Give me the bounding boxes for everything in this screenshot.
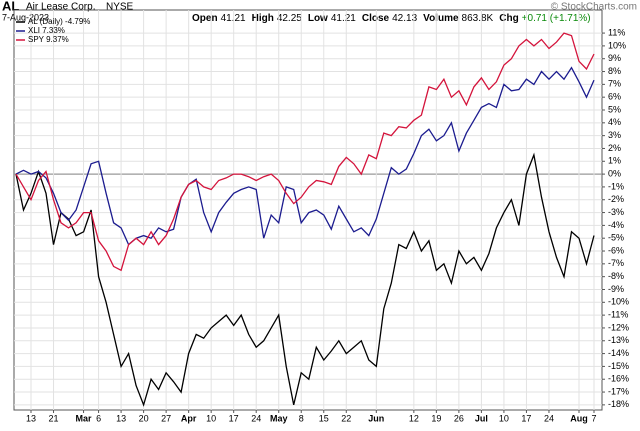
y-tick-label: -14% xyxy=(608,348,629,358)
series-line xyxy=(15,152,595,407)
x-tick-label: Apr xyxy=(181,413,197,423)
x-tick-label: 13 xyxy=(116,413,126,423)
y-tick-label: 6% xyxy=(608,92,621,102)
y-tick-label: 11% xyxy=(608,27,625,37)
quote-label: Open xyxy=(192,13,218,24)
quote: Open 41.21 High 42.25 Low 41.21 Close 42.13 Volu… xyxy=(192,13,591,24)
y-tick-label: -6% xyxy=(608,245,624,255)
quote-label: Chg xyxy=(499,13,518,24)
plot-frame xyxy=(13,9,603,411)
series-line xyxy=(15,32,595,272)
header: AL Air Lease Corp. NYSE 7-Aug-2023 Open 4… xyxy=(2,0,637,24)
y-tick-label: 7% xyxy=(608,79,621,89)
quote-value: +0.71 (+1.71%) xyxy=(522,13,591,24)
x-tick-label: 17 xyxy=(521,413,531,423)
company-name: Air Lease Corp. xyxy=(26,2,95,13)
x-tick-label: Aug xyxy=(570,413,588,423)
x-tick-label: Mar xyxy=(76,413,93,423)
x-tick-label: 10 xyxy=(206,413,216,423)
y-tick-label: -12% xyxy=(608,322,629,332)
x-tick-label: 24 xyxy=(251,413,261,423)
legend-label: XLI 7.33% xyxy=(28,26,65,35)
exchange: NYSE xyxy=(106,2,134,13)
x-tick-label: 8 xyxy=(299,413,304,423)
legend-label: AL (Daily) -4.79% xyxy=(28,17,90,26)
y-tick-label: -16% xyxy=(608,374,629,384)
y-tick-label: 5% xyxy=(608,104,621,114)
y-tick-label: -2% xyxy=(608,194,624,204)
y-tick-label: -5% xyxy=(608,233,624,243)
x-tick-label: 22 xyxy=(341,413,351,423)
quote-label: Close xyxy=(362,13,390,24)
copyright: © StockCharts.com xyxy=(551,2,637,13)
quote-value: 42.25 xyxy=(277,13,302,24)
legend-label: SPY 9.37% xyxy=(28,35,69,44)
x-tick-label: 17 xyxy=(229,413,239,423)
y-tick-label: 9% xyxy=(608,53,621,63)
x-tick-label: 20 xyxy=(139,413,149,423)
y-tick-label: -17% xyxy=(608,386,629,396)
x-tick-label: Jun xyxy=(368,413,384,423)
y-tick-label: -1% xyxy=(608,181,624,191)
x-tick-label: 15 xyxy=(319,413,329,423)
y-tick-label: 3% xyxy=(608,130,621,140)
x-tick-label: 19 xyxy=(431,413,441,423)
grid xyxy=(14,10,602,410)
y-tick-label: 8% xyxy=(608,66,621,76)
x-tick-label: 12 xyxy=(409,413,419,423)
x-tick-label: May xyxy=(270,413,288,423)
y-tick-label: -18% xyxy=(608,399,629,409)
y-tick-label: 4% xyxy=(608,117,621,127)
y-tick-label: -7% xyxy=(608,258,624,268)
x-tick-label: 6 xyxy=(96,413,101,423)
y-tick-label: 0% xyxy=(608,168,621,178)
x-tick-label: Jul xyxy=(475,413,488,423)
y-tick-label: -13% xyxy=(608,335,629,345)
quote-label: Volume xyxy=(423,13,459,24)
quote-value: 41.21 xyxy=(331,13,356,24)
y-tick-label: -4% xyxy=(608,220,624,230)
quote-value: 42.13 xyxy=(392,13,417,24)
quote-label: High xyxy=(252,13,274,24)
quote-label: Low xyxy=(308,13,328,24)
quote-value: 863.8K xyxy=(462,13,494,24)
y-tick-label: 2% xyxy=(608,143,621,153)
y-tick-label: -9% xyxy=(608,284,624,294)
x-tick-label: 26 xyxy=(454,413,464,423)
y-tick-label: -11% xyxy=(608,310,628,320)
y-tick-label: 10% xyxy=(608,40,626,50)
x-tick-label: 21 xyxy=(49,413,59,423)
x-tick-label: 10 xyxy=(499,413,509,423)
y-tick-label: -10% xyxy=(608,297,629,307)
y-tick-label: -15% xyxy=(608,361,629,371)
x-tick-label: 24 xyxy=(544,413,554,423)
date: 7-Aug-2023 xyxy=(2,12,49,22)
x-tick-label: 27 xyxy=(161,413,171,423)
y-tick-label: -3% xyxy=(608,207,624,217)
y-tick-label: -8% xyxy=(608,271,624,281)
series-line xyxy=(15,66,595,246)
x-tick-label: 13 xyxy=(26,413,36,423)
x-tick-label: 7 xyxy=(591,413,596,423)
y-tick-label: 1% xyxy=(608,156,621,166)
